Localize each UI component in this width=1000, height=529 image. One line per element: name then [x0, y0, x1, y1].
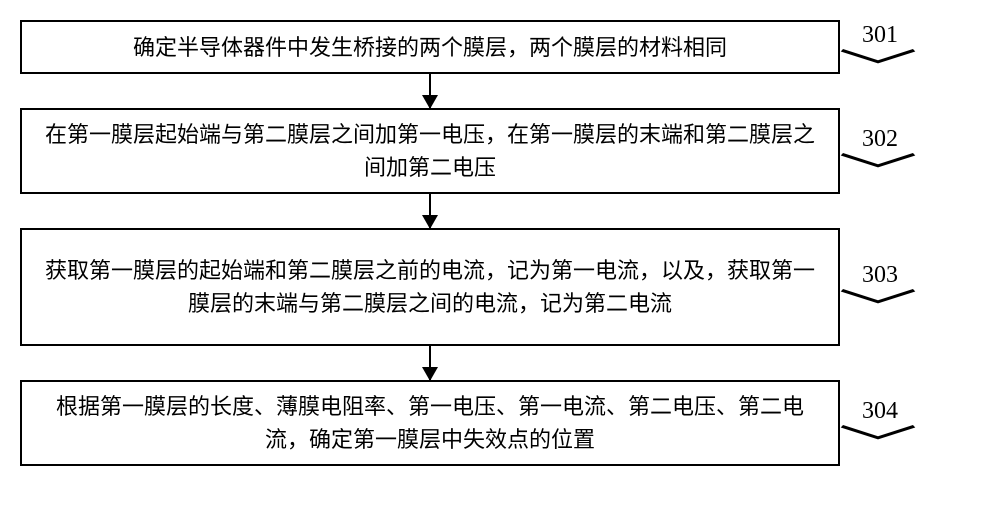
flow-step-text: 确定半导体器件中发生桥接的两个膜层，两个膜层的材料相同	[133, 31, 727, 64]
flow-label-wrap: 303 ﹀	[858, 262, 898, 313]
flow-step-2: 在第一膜层起始端与第二膜层之间加第一电压，在第一膜层的末端和第二膜层之间加第二电…	[20, 108, 840, 194]
flow-label-wrap: 301 ﹀	[858, 22, 898, 73]
flow-step-text: 根据第一膜层的长度、薄膜电阻率、第一电压、第一电流、第二电压、第二电流，确定第一…	[36, 390, 824, 456]
brace-icon: ﹀	[838, 59, 918, 79]
arrow-wrap	[20, 194, 840, 228]
flow-arrow	[429, 74, 431, 108]
flow-row: 确定半导体器件中发生桥接的两个膜层，两个膜层的材料相同 301 ﹀	[20, 20, 980, 74]
flow-row: 获取第一膜层的起始端和第二膜层之前的电流，记为第一电流，以及，获取第一膜层的末端…	[20, 228, 980, 346]
arrow-wrap	[20, 346, 840, 380]
flow-step-label: 303	[862, 262, 898, 289]
flow-step-label: 304	[862, 398, 898, 425]
arrow-wrap	[20, 74, 840, 108]
flow-row: 根据第一膜层的长度、薄膜电阻率、第一电压、第一电流、第二电压、第二电流，确定第一…	[20, 380, 980, 466]
flowchart-container: 确定半导体器件中发生桥接的两个膜层，两个膜层的材料相同 301 ﹀ 在第一膜层起…	[20, 20, 980, 466]
brace-icon: ﹀	[838, 299, 918, 319]
flow-step-label: 302	[862, 126, 898, 153]
flow-label-wrap: 302 ﹀	[858, 126, 898, 177]
flow-step-1: 确定半导体器件中发生桥接的两个膜层，两个膜层的材料相同	[20, 20, 840, 74]
flow-step-text: 获取第一膜层的起始端和第二膜层之前的电流，记为第一电流，以及，获取第一膜层的末端…	[36, 254, 824, 320]
flow-step-label: 301	[862, 22, 898, 49]
flow-step-text: 在第一膜层起始端与第二膜层之间加第一电压，在第一膜层的末端和第二膜层之间加第二电…	[36, 118, 824, 184]
flow-step-4: 根据第一膜层的长度、薄膜电阻率、第一电压、第一电流、第二电压、第二电流，确定第一…	[20, 380, 840, 466]
flow-row: 在第一膜层起始端与第二膜层之间加第一电压，在第一膜层的末端和第二膜层之间加第二电…	[20, 108, 980, 194]
brace-icon: ﹀	[838, 435, 918, 455]
brace-icon: ﹀	[838, 163, 918, 183]
flow-arrow	[429, 194, 431, 228]
flow-step-3: 获取第一膜层的起始端和第二膜层之前的电流，记为第一电流，以及，获取第一膜层的末端…	[20, 228, 840, 346]
flow-arrow	[429, 346, 431, 380]
flow-label-wrap: 304 ﹀	[858, 398, 898, 449]
